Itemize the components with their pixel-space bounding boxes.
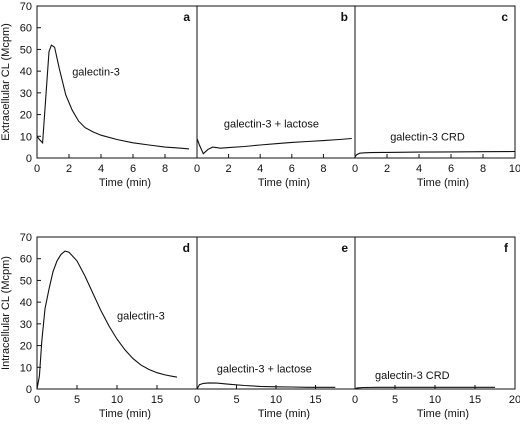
panel-c-xtick-label: 8 bbox=[480, 163, 486, 175]
panel-f-xtick-label: 5 bbox=[392, 394, 398, 406]
panel-a-xtick-label: 4 bbox=[98, 163, 104, 175]
panel-d-xtick-label: 15 bbox=[151, 394, 163, 406]
panel-e-x-axis-title: Time (min) bbox=[258, 408, 310, 420]
panel-d-letter: d bbox=[183, 241, 190, 255]
panel-d-ytick-label: 10 bbox=[20, 362, 32, 374]
panel-a-frame bbox=[36, 5, 198, 159]
panel-a-xtick-label: 2 bbox=[66, 163, 72, 175]
panel-d-ytick-label: 20 bbox=[20, 341, 32, 353]
panel-c-annotation: galectin-3 CRD bbox=[390, 132, 465, 144]
panel-a-ytick-label: 20 bbox=[20, 110, 32, 122]
panel-a-ytick-label: 40 bbox=[20, 66, 32, 78]
panel-e-letter: e bbox=[341, 241, 348, 255]
panel-d-ytick-label: 30 bbox=[20, 319, 32, 331]
panel-d-annotation: galectin-3 bbox=[117, 311, 165, 323]
panel-a-series-line bbox=[36, 44, 190, 150]
panel-c-xtick-label: 2 bbox=[384, 163, 390, 175]
panel-f-annotation: galectin-3 CRD bbox=[375, 370, 450, 382]
panel-d-ytick-label: 60 bbox=[20, 254, 32, 266]
panel-f-frame bbox=[354, 236, 516, 390]
panel-e-xtick-label: 0 bbox=[194, 394, 200, 406]
panel-e-series-line bbox=[196, 382, 336, 390]
panel-b-xtick-label: 0 bbox=[194, 163, 200, 175]
panel-f-series-line bbox=[354, 386, 495, 390]
panel-c-xtick-label: 6 bbox=[448, 163, 454, 175]
panel-a-xtick-label: 0 bbox=[34, 163, 40, 175]
panel-e-xtick-label: 10 bbox=[270, 394, 282, 406]
panel-d-ytick-label: 70 bbox=[20, 232, 32, 244]
panel-d-ytick-label: 40 bbox=[20, 297, 32, 309]
panel-a-ytick-label: 70 bbox=[20, 1, 32, 13]
panel-b-x-axis-title: Time (min) bbox=[258, 177, 310, 189]
panel-d-xtick-label: 5 bbox=[74, 394, 80, 406]
panel-b-letter: b bbox=[341, 10, 348, 24]
panel-f-xtick-label: 10 bbox=[429, 394, 441, 406]
panel-a-ytick-label: 60 bbox=[20, 23, 32, 35]
panel-b-annotation: galectin-3 + lactose bbox=[224, 119, 319, 131]
panel-c-series-line bbox=[354, 150, 516, 158]
panel-f-xtick-label: 20 bbox=[509, 394, 520, 406]
panel-a-ytick-label: 0 bbox=[26, 153, 32, 165]
panel-e-annotation: galectin-3 + lactose bbox=[217, 364, 312, 376]
panel-a-xtick-label: 6 bbox=[130, 163, 136, 175]
panel-b-xtick-label: 8 bbox=[320, 163, 326, 175]
panel-b-xtick-label: 2 bbox=[226, 163, 232, 175]
panel-c-xtick-label: 10 bbox=[509, 163, 520, 175]
panel-f-xtick-label: 15 bbox=[469, 394, 481, 406]
panel-d-xtick-label: 10 bbox=[111, 394, 123, 406]
panel-a-xtick-label: 8 bbox=[162, 163, 168, 175]
panel-d-xtick-label: 0 bbox=[34, 394, 40, 406]
panel-b-xtick-label: 6 bbox=[289, 163, 295, 175]
panel-d-ytick-label: 50 bbox=[20, 275, 32, 287]
panel-a-ytick-label: 10 bbox=[20, 131, 32, 143]
panel-f-x-axis-title: Time (min) bbox=[417, 408, 469, 420]
panel-a-letter: a bbox=[183, 10, 190, 24]
panel-c-frame bbox=[354, 5, 516, 159]
panel-f-letter: f bbox=[504, 241, 509, 255]
panel-c-letter: c bbox=[501, 10, 508, 24]
panel-c-xtick-label: 0 bbox=[352, 163, 358, 175]
panel-a-y-axis-title: Extracellular CL (Mcpm) bbox=[0, 23, 12, 141]
panel-d-x-axis-title: Time (min) bbox=[99, 408, 151, 420]
panel-d-y-axis-title: Intracellular CL (Mcpm) bbox=[0, 256, 12, 370]
panel-d-series-line bbox=[36, 250, 178, 390]
panel-b-xtick-label: 4 bbox=[257, 163, 263, 175]
panel-b-series-line bbox=[196, 137, 352, 155]
panel-c-xtick-label: 4 bbox=[416, 163, 422, 175]
panel-f-xtick-label: 0 bbox=[352, 394, 358, 406]
panel-b-frame bbox=[196, 5, 356, 159]
panel-a-x-axis-title: Time (min) bbox=[99, 177, 151, 189]
panel-e-xtick-label: 15 bbox=[309, 394, 321, 406]
panel-a-ytick-label: 50 bbox=[20, 44, 32, 56]
panel-e-xtick-label: 5 bbox=[233, 394, 239, 406]
panel-a-annotation: galectin-3 bbox=[72, 66, 120, 78]
panel-a-ytick-label: 30 bbox=[20, 88, 32, 100]
panel-d-ytick-label: 0 bbox=[26, 384, 32, 396]
panel-c-x-axis-title: Time (min) bbox=[417, 177, 469, 189]
